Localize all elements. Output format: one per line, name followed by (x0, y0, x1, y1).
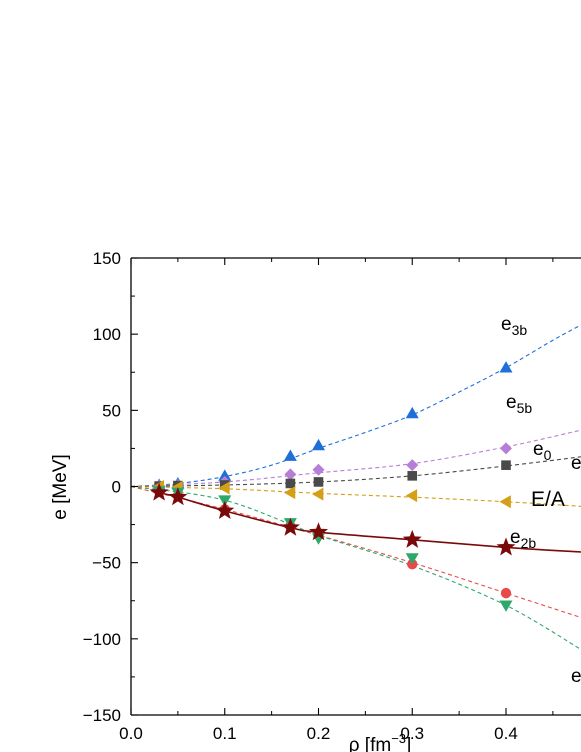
x-tick-label: 0.2 (307, 724, 331, 743)
fit-line-e_down (131, 485, 581, 650)
tick-labels: 0.0 0.1 0.2 0.3 0.4 −150 −100 −50 0 50 100 150 (83, 249, 518, 743)
data-point-EA (280, 517, 300, 536)
data-point-EA (215, 500, 235, 519)
data-point-e5b (500, 442, 512, 455)
x-axis-title: ρ [fm−3] (349, 731, 412, 752)
y-axis-title: e [MeV] (50, 454, 71, 519)
series-label-e_tri: e (571, 453, 581, 474)
data-point-e5b (406, 459, 419, 472)
data-point-e3b (312, 438, 325, 451)
data-point-e0 (407, 471, 418, 481)
data-point-e_tri (405, 489, 418, 503)
data-point-e0 (285, 478, 296, 489)
series-label-e0: e0 (533, 439, 552, 463)
data-point-e_tri (499, 495, 511, 509)
data-point-e5b (284, 468, 297, 481)
fit-line-e0 (131, 456, 581, 488)
x-axis-title-main: ρ [fm (349, 735, 391, 752)
x-tick-label: 0.4 (494, 724, 518, 743)
y-tick-label: 100 (93, 325, 121, 344)
data-point-e0 (501, 460, 511, 470)
data-point-e3b (499, 361, 513, 373)
data-point-EA (308, 522, 329, 541)
series-label-e2b: e2b (510, 527, 536, 551)
data-point-e0 (313, 477, 324, 487)
fit-line-e5b (131, 429, 581, 488)
series-label-e3b: e3b (501, 314, 527, 338)
data-point-e3b (405, 406, 419, 419)
fit-line-e3b (131, 324, 581, 488)
data-point-e2b (500, 587, 512, 599)
tick-marks (130, 257, 554, 716)
y-tick-label: −100 (83, 630, 121, 649)
y-tick-label: 50 (102, 401, 121, 420)
data-point-e5b (312, 463, 325, 476)
data-point-EA (496, 537, 516, 556)
y-tick-label: 150 (93, 249, 121, 268)
data-point-e_tri (312, 487, 324, 501)
fit-line-e2b (131, 485, 581, 619)
data-point-e_tri (218, 481, 230, 495)
fit-lines (131, 324, 581, 650)
data-point-e3b (218, 469, 232, 481)
y-tick-label: 0 (112, 478, 121, 497)
y-tick-label: −150 (83, 706, 121, 725)
x-axis-title-close: ] (406, 735, 411, 752)
data-point-EA (149, 482, 169, 501)
x-tick-label: 0.0 (119, 724, 143, 743)
data-point-e_tri (283, 486, 296, 500)
x-tick-label: 0.1 (213, 724, 237, 743)
series-label-e5b: e5b (506, 392, 532, 416)
data-point-EA (402, 529, 422, 548)
y-tick-label: −50 (92, 554, 121, 573)
data-point-e_down (499, 600, 513, 612)
x-axis-title-sup: −3 (391, 731, 406, 746)
x-tick-label: 0.3 (400, 724, 424, 743)
data-point-EA (168, 487, 188, 506)
data-point-e3b (283, 449, 297, 461)
data-markers (149, 361, 516, 612)
series-label-EA: E/A (531, 488, 565, 511)
data-point-e_down (405, 553, 419, 565)
series-label-e_down: e (571, 666, 581, 687)
